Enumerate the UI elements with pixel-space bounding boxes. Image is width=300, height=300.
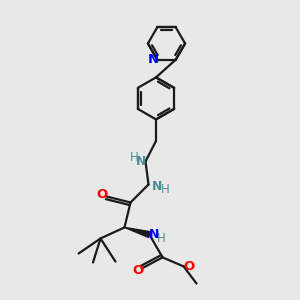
Text: N: N (147, 52, 159, 65)
Text: N: N (148, 228, 159, 241)
Text: H: H (130, 151, 139, 164)
Text: N: N (152, 179, 163, 193)
Polygon shape (124, 227, 150, 238)
Text: H: H (160, 183, 169, 196)
Text: O: O (183, 260, 194, 273)
Text: H: H (156, 232, 165, 245)
Text: O: O (132, 264, 144, 277)
Text: O: O (96, 188, 108, 201)
Text: N: N (136, 155, 146, 168)
